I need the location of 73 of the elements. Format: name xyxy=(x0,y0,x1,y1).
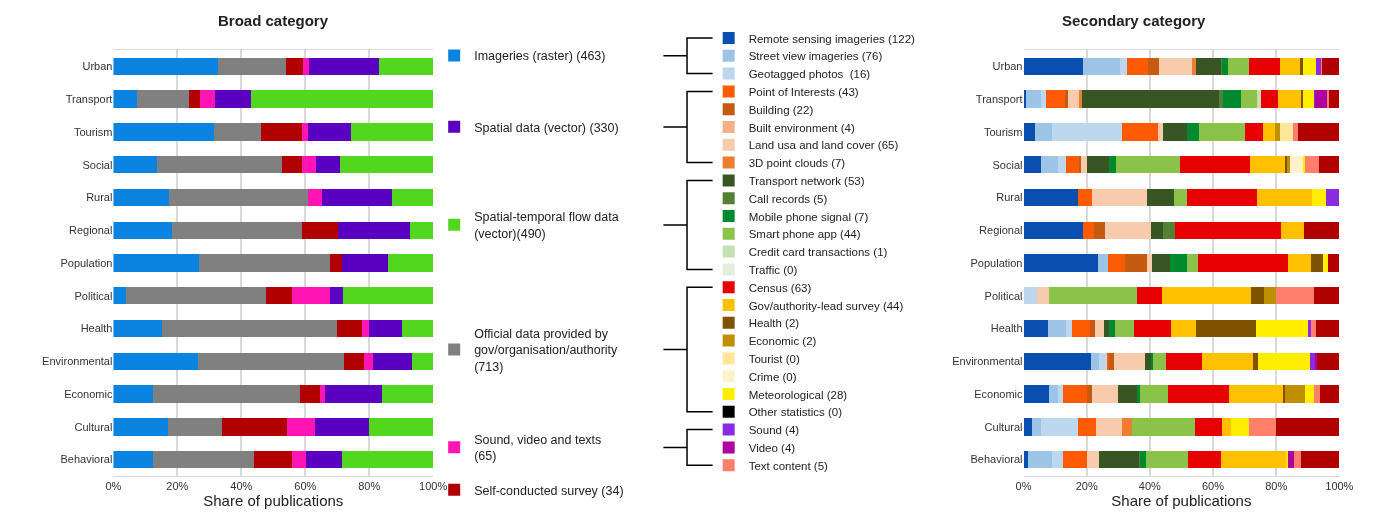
legend-label: Sound, video and texts (65) xyxy=(474,432,602,464)
x-tick-label: 40% xyxy=(1138,480,1162,493)
legend-label: Land usa and land cover (65) xyxy=(748,139,899,152)
legend-label: Video (4) xyxy=(748,441,796,454)
y-tick-label: Economic xyxy=(974,387,1023,400)
legend-label: Economic (2) xyxy=(748,335,817,348)
y-tick-label: Population xyxy=(970,256,1023,269)
y-tick-label: Transport xyxy=(975,93,1023,105)
x-tick-label: 0% xyxy=(1015,480,1032,493)
legend-label: 3D point clouds (7) xyxy=(748,157,846,170)
y-tick-label: Tourism xyxy=(73,125,113,138)
y-tick-label: Cultural xyxy=(984,420,1023,433)
legend-label: Spatial-temporal flow data (vector)(490) xyxy=(474,210,619,241)
legend-label: Tourist (0) xyxy=(748,352,800,365)
chart-title: Broad category xyxy=(218,12,329,29)
y-tick-label: Economic xyxy=(64,387,113,400)
legend-label: Call records (5) xyxy=(748,192,828,205)
legend-label: Credit card transactions (1) xyxy=(748,246,888,259)
y-tick-label: Health xyxy=(80,322,113,335)
y-tick-label: Behavioral xyxy=(60,453,113,466)
legend-label: Census (63) xyxy=(748,281,812,294)
legend-label: Crime (0) xyxy=(748,370,797,383)
y-tick-label: Tourism xyxy=(983,125,1023,138)
x-tick-label: 20% xyxy=(1075,480,1098,493)
legend-label: Transport network (53) xyxy=(748,174,865,187)
chart-title: Secondary category xyxy=(1062,12,1207,29)
legend-label: Street view imageries (76) xyxy=(748,50,883,63)
y-tick-label: Social xyxy=(82,158,113,171)
legend-label: Built environment (4) xyxy=(748,121,855,134)
legend-label: Point of Interests (43) xyxy=(748,85,859,98)
y-tick-label: Transport xyxy=(65,93,113,105)
y-tick-label: Behavioral xyxy=(970,453,1023,466)
y-tick-label: Rural xyxy=(996,191,1023,204)
legend-label: Text content (5) xyxy=(748,459,829,472)
legend-label: Gov/authority-lead survey (44) xyxy=(748,299,904,312)
legend-label: Official data provided by gov/organisation/authority (713) xyxy=(474,327,619,374)
y-tick-label: Political xyxy=(74,289,113,302)
x-tick-label: 100% xyxy=(1325,480,1354,493)
legend-label: Sound (4) xyxy=(748,424,800,437)
y-tick-label: Regional xyxy=(979,224,1023,237)
y-tick-label: Political xyxy=(984,289,1023,302)
y-tick-label: Regional xyxy=(69,224,113,237)
legend-label: Meteorological (28) xyxy=(748,388,848,401)
legend-label: Traffic (0) xyxy=(748,263,798,276)
y-tick-label: Urban xyxy=(992,60,1023,73)
legend-label: Spatial data (vector) (330) xyxy=(474,120,619,135)
y-tick-label: Health xyxy=(990,322,1023,335)
x-tick-label: 40% xyxy=(230,480,253,493)
legend-label: Building (22) xyxy=(748,103,814,116)
x-tick-label: 0% xyxy=(105,480,122,493)
y-tick-label: Rural xyxy=(86,191,113,204)
y-tick-label: Social xyxy=(992,158,1023,171)
legend-label: Self-conducted survey (34) xyxy=(474,483,624,498)
legend-label: Remote sensing imageries (122) xyxy=(748,32,916,45)
y-tick-label: Urban xyxy=(82,60,113,73)
x-tick-label: 60% xyxy=(1201,480,1225,493)
legend-label: Mobile phone signal (7) xyxy=(748,210,869,223)
x-tick-label: 60% xyxy=(294,480,317,493)
x-tick-label: 80% xyxy=(358,480,381,493)
y-tick-label: Cultural xyxy=(74,420,113,433)
x-axis-title: Share of publications xyxy=(203,492,344,510)
y-tick-label: Environmental xyxy=(42,355,113,368)
legend-label: Smart phone app (44) xyxy=(748,228,861,241)
x-tick-label: 80% xyxy=(1265,480,1288,493)
x-tick-label: 20% xyxy=(166,480,189,493)
y-tick-label: Population xyxy=(60,256,113,269)
legend-label: Imageries (raster) (463) xyxy=(474,49,606,64)
x-tick-label: 100% xyxy=(419,480,448,493)
y-tick-label: Environmental xyxy=(952,355,1023,368)
legend-label: Geotagged photos (16) xyxy=(748,68,871,81)
legend-label: Other statistics (0) xyxy=(748,406,843,419)
x-axis-title: Share of publications xyxy=(1111,492,1252,510)
legend-label: Health (2) xyxy=(748,317,800,330)
